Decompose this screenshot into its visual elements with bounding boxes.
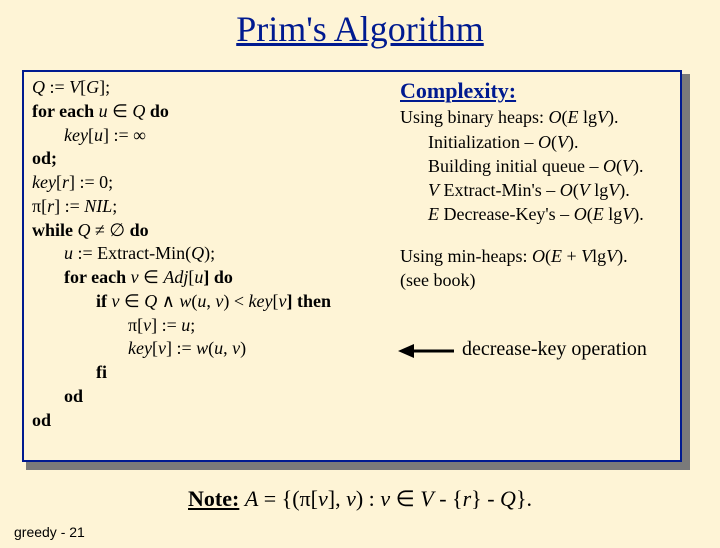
code-line: od; (32, 147, 394, 171)
code-line: π[r] := NIL; (32, 195, 394, 219)
complexity-line: Using binary heaps: O(E lgV). (400, 105, 678, 129)
code-line: π[v] := u; (32, 314, 394, 338)
code-line: for each v ∈ Adj[u] do (32, 266, 394, 290)
code-line: od (32, 385, 394, 409)
arrow-icon (396, 336, 456, 366)
complexity-line: E Decrease-Key's – O(E lgV). (400, 202, 678, 226)
pseudocode-block: Q := V[G]; for each u ∈ Q do key[u] := ∞… (32, 76, 394, 432)
note-line: Note: A = {(π[v], v) : v ∈ V - {r} - Q}. (0, 486, 720, 512)
slide-footer: greedy - 21 (14, 524, 85, 540)
complexity-block: Complexity: Using binary heaps: O(E lgV)… (400, 76, 678, 292)
complexity-line: Building initial queue – O(V). (400, 154, 678, 178)
page-title: Prim's Algorithm (0, 8, 720, 50)
code-line: key[v] := w(u, v) (32, 337, 394, 361)
decrease-key-label: decrease-key operation (462, 338, 647, 361)
code-line: key[u] := ∞ (32, 124, 394, 148)
content-box: Q := V[G]; for each u ∈ Q do key[u] := ∞… (22, 70, 682, 462)
code-line: key[r] := 0; (32, 171, 394, 195)
complexity-line: (see book) (400, 268, 678, 292)
complexity-line: V Extract-Min's – O(V lgV). (400, 178, 678, 202)
complexity-heading: Complexity: (400, 76, 678, 105)
complexity-line: Using min-heaps: O(E + VlgV). (400, 244, 678, 268)
code-line: fi (32, 361, 394, 385)
code-line: if v ∈ Q ∧ w(u, v) < key[v] then (32, 290, 394, 314)
code-line: while Q ≠ ∅ do (32, 219, 394, 243)
code-line: u := Extract-Min(Q); (32, 242, 394, 266)
code-line: for each u ∈ Q do (32, 100, 394, 124)
code-line: Q := V[G]; (32, 76, 394, 100)
code-line: od (32, 409, 394, 433)
complexity-line: Initialization – O(V). (400, 130, 678, 154)
